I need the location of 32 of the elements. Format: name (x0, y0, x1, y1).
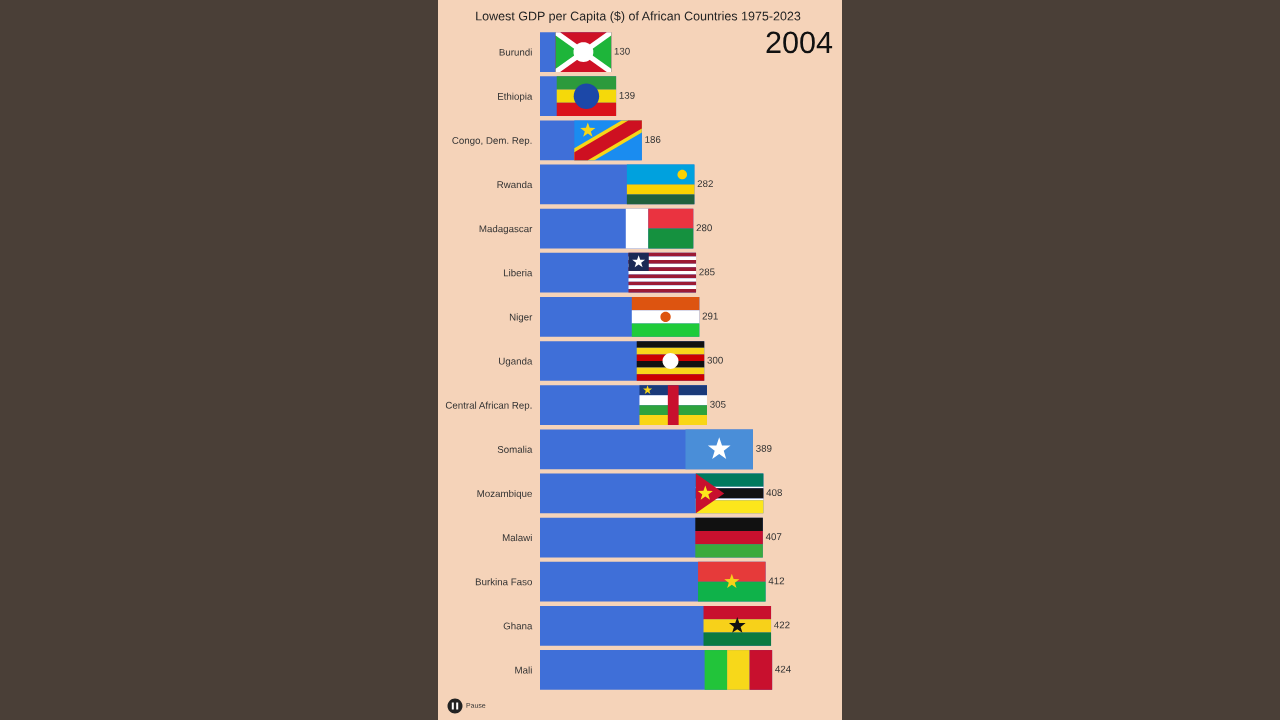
data-label: 139 (619, 91, 635, 99)
y-tick-label: Madagascar (479, 225, 533, 235)
data-label: 422 (774, 621, 790, 629)
y-tick-label: Liberia (503, 269, 533, 277)
y-tick-label: Burundi (499, 48, 532, 56)
y-tick-label: Burkina Faso (475, 578, 532, 586)
chart-title: Lowest GDP per Capita ($) of African Countries 1975-2023 (476, 11, 801, 23)
data-label: 389 (756, 444, 772, 452)
y-tick-label: Malawi (502, 534, 532, 542)
data-label: 408 (766, 489, 782, 497)
y-tick-label: Niger (509, 313, 533, 323)
data-label: 282 (697, 180, 713, 188)
y-tick-label: Ethiopia (498, 92, 533, 102)
data-label: 130 (614, 47, 630, 55)
y-tick-label: Central African Rep. (445, 401, 532, 411)
y-tick-label: Rwanda (497, 180, 533, 189)
y-tick-label: Mozambique (477, 489, 532, 499)
data-label: 424 (775, 665, 791, 673)
data-label: 291 (702, 312, 718, 320)
y-tick-label: Ghana (503, 622, 533, 630)
data-label: 186 (645, 136, 661, 143)
data-label: 305 (710, 400, 726, 408)
y-tick-label: Uganda (499, 357, 533, 367)
y-tick-label: Congo, Dem. Rep. (452, 137, 532, 146)
data-label: 412 (768, 577, 785, 585)
data-label: 300 (707, 356, 723, 364)
y-tick-label: Somalia (497, 445, 533, 453)
y-tick-label: Mali (515, 666, 532, 674)
data-label: 285 (699, 268, 715, 276)
annotation: 2004 (766, 31, 833, 54)
data-label: 407 (765, 533, 782, 541)
data-label: 280 (696, 224, 712, 232)
